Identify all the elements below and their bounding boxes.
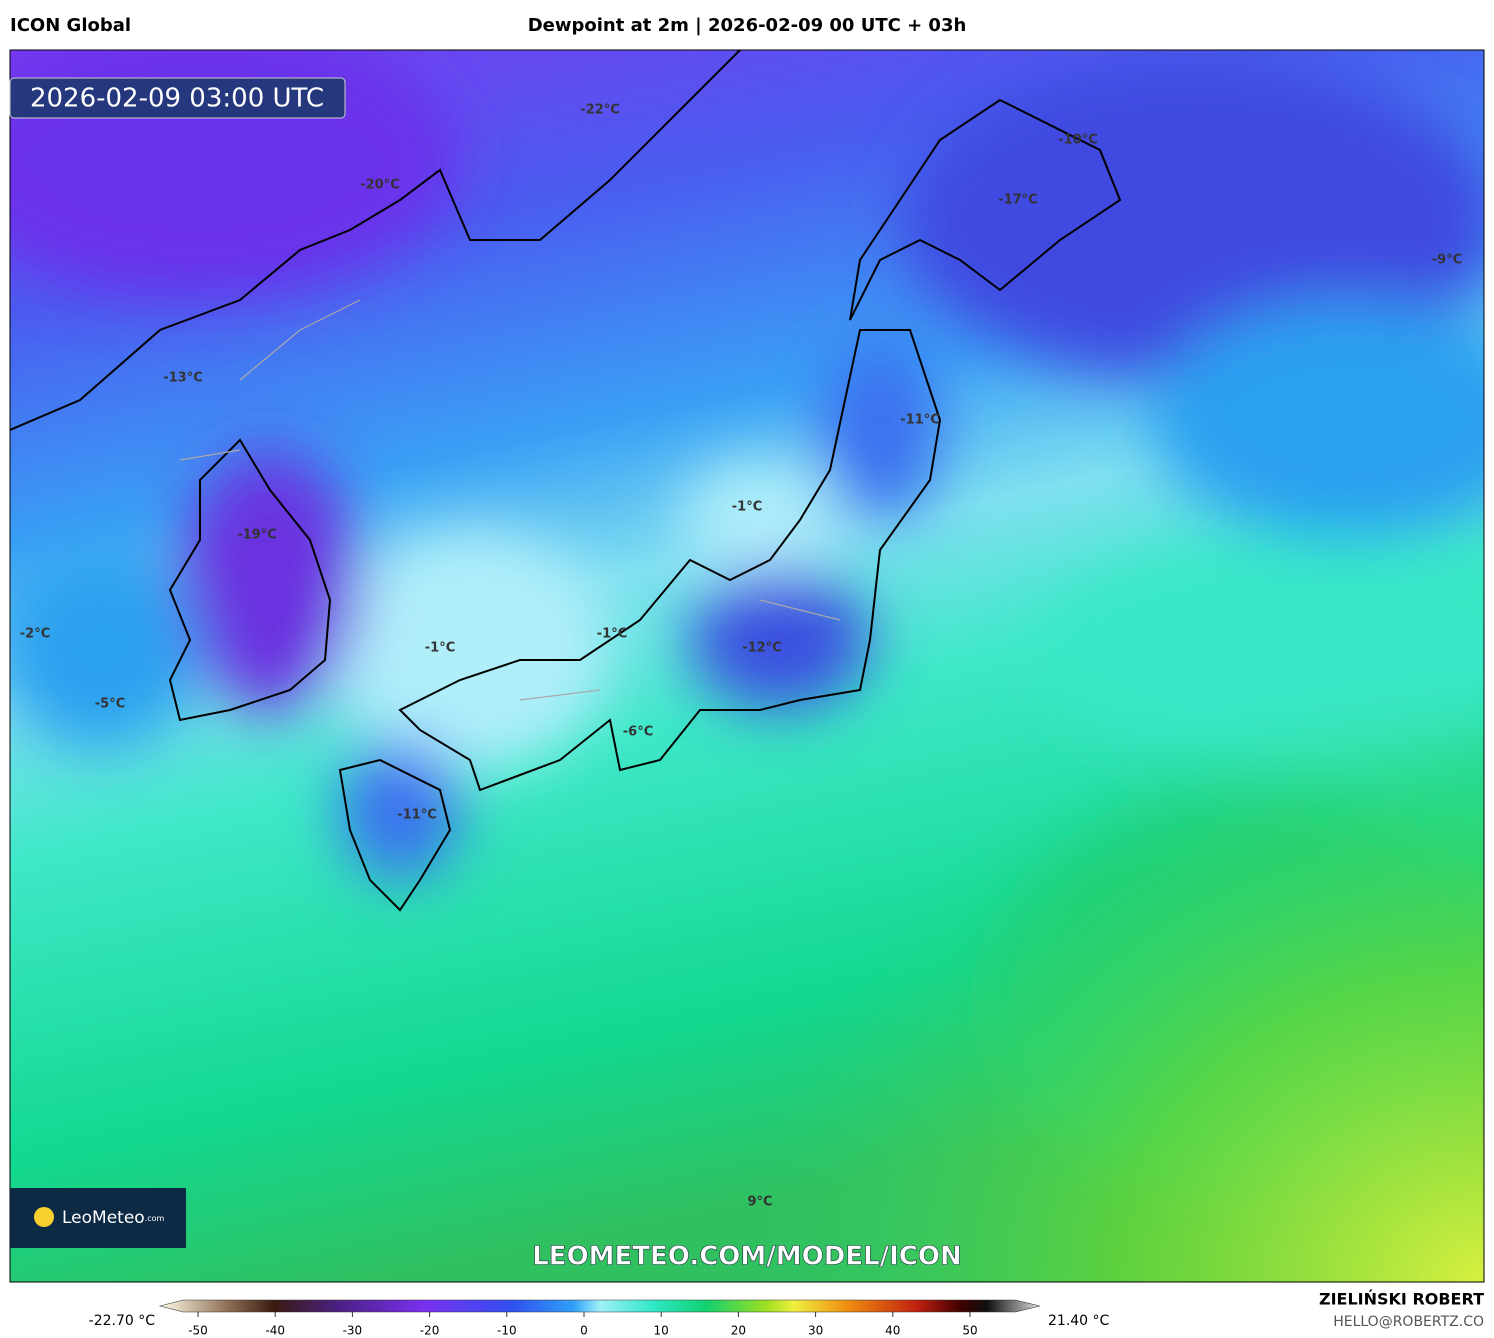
logo-suffix: .com: [145, 1214, 165, 1223]
temperature-label: -12°C: [742, 641, 782, 656]
model-name: ICON Global: [10, 15, 131, 36]
temperature-label: -1°C: [732, 500, 762, 515]
colorbar: -22.70 °C 21.40 °C -50 -40 -30 -20 -10 0 10 20 3…: [89, 1299, 1110, 1338]
temperature-label: -17°C: [998, 193, 1038, 208]
colorbar-tick-label: 0: [580, 1324, 588, 1338]
colorbar-tick-label: 40: [885, 1324, 900, 1338]
colorbar-tick-label: 50: [962, 1324, 977, 1338]
colorbar-max: 21.40 °C: [1048, 1313, 1110, 1329]
temperature-label: -5°C: [95, 697, 125, 712]
timestamp: 2026-02-09 03:00 UTC: [30, 84, 324, 114]
logo-name: LeoMeteo: [62, 1208, 145, 1228]
temperature-label: -20°C: [360, 178, 400, 193]
temperature-label: -6°C: [623, 725, 653, 740]
temperature-label: -22°C: [580, 103, 620, 118]
colorbar-tick-label: 10: [654, 1324, 669, 1338]
temperature-label: -11°C: [397, 808, 437, 823]
colorbar-tick-label: 20: [731, 1324, 746, 1338]
watermark: LEOMETEO.COM/MODEL/ICON: [532, 1242, 962, 1272]
colorbar-tick-label: 30: [808, 1324, 823, 1338]
colorbar-tick-label: -40: [265, 1324, 285, 1338]
email: HELLO@ROBERTZ.CO: [1333, 1314, 1484, 1330]
temperature-label: -11°C: [900, 413, 940, 428]
temperature-label: 9°C: [747, 1195, 772, 1210]
colorbar-tick-label: -50: [188, 1324, 208, 1338]
map-field: [10, 50, 1484, 1282]
temperature-label: -2°C: [20, 627, 50, 642]
map-frame: [9, 49, 1485, 1283]
temperature-label: -1°C: [425, 641, 455, 656]
colorbar-tick-label: -30: [343, 1324, 363, 1338]
colorbar-tick-label: -20: [420, 1324, 440, 1338]
colorbar-min: -22.70 °C: [89, 1313, 156, 1329]
map-labels: -22°C -20°C -10°C -17°C -9°C -13°C -11°C -19°C -…: [20, 103, 1462, 1210]
logo-sun: [34, 1207, 54, 1227]
colorbar-tick-label: -10: [497, 1324, 517, 1338]
colorbar-scale: [158, 1299, 1041, 1313]
colorbar-ticks: -50 -40 -30 -20 -10 0 10 20 30 40 50: [188, 1312, 978, 1338]
timestamp-box: [9, 77, 346, 119]
map-title: Dewpoint at 2m | 2026-02-09 00 UTC + 03h: [528, 15, 967, 36]
temperature-label: -10°C: [1058, 133, 1098, 148]
temperature-label: -19°C: [237, 528, 277, 543]
temperature-label: -13°C: [163, 371, 203, 386]
author: ZIELIŃSKI ROBERT: [1319, 1290, 1484, 1309]
temperature-label: -9°C: [1432, 253, 1462, 268]
logo-text: LeoMeteo.com: [62, 1208, 165, 1228]
temperature-label: -1°C: [597, 627, 627, 642]
